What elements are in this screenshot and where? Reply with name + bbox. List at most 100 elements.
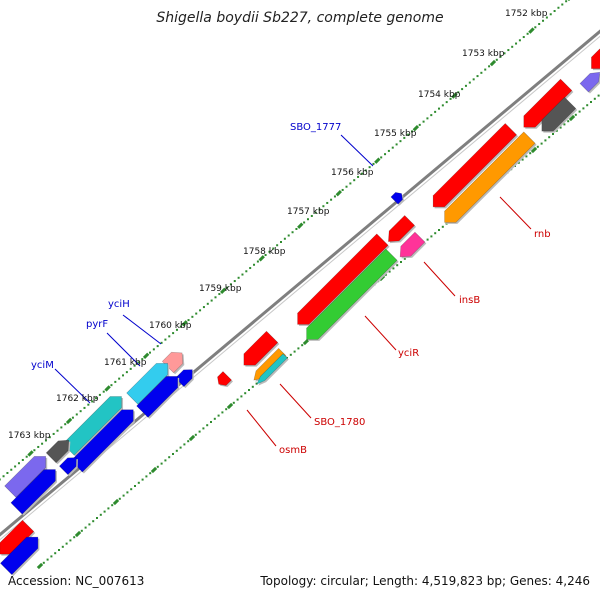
outer-tick — [391, 146, 394, 149]
outer-tick — [122, 374, 125, 377]
gene-arrow — [541, 96, 577, 132]
inner-tick — [582, 107, 585, 110]
outer-tick — [403, 136, 406, 139]
gene-arrow — [390, 192, 403, 205]
outer-tick — [125, 371, 128, 374]
outer-tick — [335, 190, 342, 197]
gene-arrow — [62, 396, 122, 456]
outer-tick — [141, 358, 144, 361]
outer-tick — [387, 149, 390, 152]
inner-tick — [118, 497, 121, 500]
inner-tick — [248, 389, 250, 391]
outer-tick — [164, 338, 167, 341]
outer-tick — [314, 211, 317, 214]
outer-tick — [52, 432, 55, 435]
outer-tick — [258, 255, 265, 262]
outer-tick — [220, 287, 227, 294]
outer-tick — [64, 423, 67, 426]
outer-tick — [464, 84, 467, 87]
inner-tick — [84, 526, 87, 529]
outer-tick — [515, 42, 518, 45]
outer-tick — [407, 133, 410, 136]
inner-tick — [240, 395, 243, 398]
leader-line — [54, 368, 91, 404]
inner-tick — [384, 273, 387, 276]
inner-tick — [74, 530, 82, 538]
outer-tick — [25, 455, 28, 458]
inner-tick — [555, 129, 558, 132]
leader-line — [246, 409, 277, 447]
scale-label: 1753 kbp — [462, 49, 505, 59]
outer-tick — [360, 172, 363, 175]
outer-tick — [399, 140, 402, 143]
outer-tick — [368, 166, 371, 169]
inner-tick — [172, 453, 174, 455]
inner-tick — [586, 104, 589, 107]
inner-tick — [92, 520, 95, 523]
inner-tick — [221, 411, 224, 414]
inner-tick — [548, 136, 551, 139]
inner-tick — [194, 433, 197, 436]
inner-tick — [61, 545, 64, 548]
inner-tick — [529, 152, 532, 155]
outer-tick — [349, 182, 352, 185]
inner-tick — [99, 513, 102, 516]
gene-arrow — [217, 371, 232, 386]
outer-tick — [0, 478, 1, 481]
outer-tick — [565, 0, 568, 3]
gene-arrow — [444, 131, 536, 223]
inner-tick — [141, 478, 144, 481]
outer-tick — [538, 23, 541, 26]
gene-arrow — [161, 351, 184, 374]
outer-tick — [152, 348, 155, 351]
inner-tick — [149, 472, 152, 475]
inner-tick — [544, 139, 547, 142]
inner-tick — [251, 385, 254, 388]
inner-tick — [396, 264, 399, 267]
inner-tick — [568, 114, 576, 122]
inner-tick — [73, 536, 76, 539]
inner-tick — [232, 401, 235, 404]
genome-backbone — [0, 29, 600, 541]
gene-arrow — [0, 519, 35, 555]
outer-tick — [528, 27, 535, 34]
inner-tick — [168, 456, 171, 459]
inner-tick — [187, 440, 190, 443]
topology-summary: Topology: circular; Length: 4,519,823 bp… — [260, 574, 590, 588]
outer-tick — [480, 71, 483, 74]
gene-label: pyrF — [86, 319, 108, 330]
inner-tick — [198, 430, 201, 433]
gene-arrow — [174, 369, 193, 388]
outer-tick — [272, 247, 275, 250]
inner-tick — [134, 485, 136, 487]
outer-tick-dots — [0, 0, 574, 481]
scale-label: 1754 kbp — [418, 90, 461, 100]
outer-tick — [27, 450, 34, 457]
inner-tick — [244, 392, 247, 395]
outer-tick — [237, 276, 240, 279]
outer-tick — [133, 364, 136, 367]
outer-tick — [372, 162, 375, 165]
outer-tick — [160, 341, 163, 344]
outer-tick — [357, 175, 360, 178]
gene-label: yciH — [108, 299, 130, 310]
inner-tick — [403, 257, 406, 260]
scale-label: 1763 kbp — [8, 431, 51, 441]
inner-tick — [226, 402, 234, 410]
outer-tick — [553, 10, 556, 13]
inner-tick — [46, 558, 49, 561]
gene-arrow — [388, 215, 415, 242]
inner-tick — [145, 475, 148, 478]
inner-tick — [126, 491, 129, 494]
inner-tick — [210, 421, 212, 423]
outer-tick — [489, 59, 497, 67]
outer-tick — [21, 458, 24, 461]
inner-tick — [578, 110, 581, 113]
outer-tick — [17, 462, 20, 465]
inner-tick — [559, 126, 562, 129]
inner-tick — [96, 517, 98, 519]
inner-tick — [213, 417, 216, 420]
outer-tick — [426, 117, 429, 120]
scale-label: 1761 kbp — [104, 358, 147, 368]
outer-tick — [241, 273, 244, 276]
